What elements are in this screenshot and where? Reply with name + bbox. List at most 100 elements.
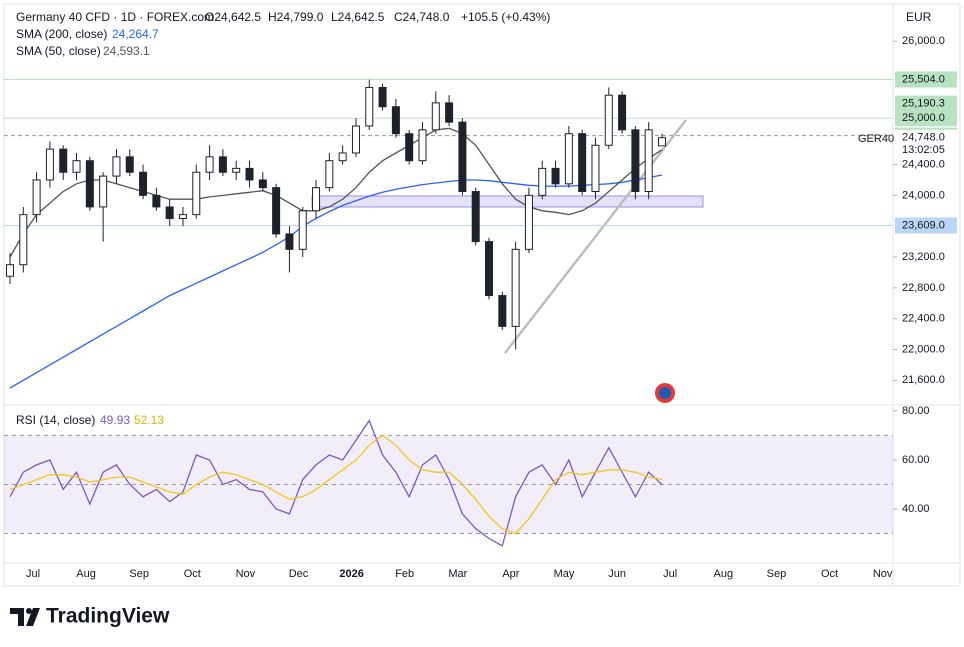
- x-tick-label: Nov: [873, 568, 893, 580]
- candle-body: [578, 133, 587, 193]
- rsi-ma-value: 52.13: [134, 413, 164, 427]
- x-tick-label: Apr: [502, 568, 519, 580]
- candle-body: [125, 156, 134, 173]
- x-tick-label: Aug: [76, 568, 96, 580]
- y-tick-label: 21,600.0: [902, 374, 945, 386]
- rsi-tick-label: 80.00: [902, 405, 930, 417]
- candle-body: [511, 248, 520, 327]
- candle-body: [285, 233, 294, 250]
- price-label-bg: [895, 95, 957, 112]
- y-tick-label: 24,000.0: [902, 189, 945, 201]
- x-tick-label: Jun: [608, 568, 626, 580]
- ohlc-value: L24,642.5: [331, 10, 385, 24]
- candle-body: [391, 106, 400, 135]
- candle-body: [272, 187, 281, 235]
- price-label-bg: [895, 217, 957, 234]
- candle-body: [325, 160, 334, 189]
- price-label: 25,000.0: [902, 112, 945, 124]
- y-tick-label: 22,000.0: [902, 343, 945, 355]
- x-tick-label: 2026: [339, 568, 363, 580]
- candle-body: [538, 167, 547, 196]
- candle-body: [618, 94, 627, 131]
- candle-body: [644, 129, 653, 193]
- x-tick-label: Dec: [289, 568, 309, 580]
- candle-body: [245, 167, 254, 181]
- plot-layer: 26,000.0 24,400.0 24,000.0 23,200.0 22,800.0…: [4, 35, 957, 580]
- ohlc-value: +105.5 (+0.43%): [461, 10, 550, 24]
- candle-body: [378, 86, 387, 108]
- candle-body: [139, 171, 148, 196]
- ohlc-value: H24,799.0: [268, 10, 324, 24]
- candle-body: [45, 148, 54, 181]
- candle-body: [604, 94, 613, 146]
- candle-body: [312, 187, 321, 212]
- candle-body: [405, 133, 414, 162]
- candle-body: [591, 144, 600, 193]
- candle-body: [59, 148, 68, 173]
- candle-body: [192, 171, 201, 216]
- candle-body: [218, 156, 227, 173]
- x-tick-label: Aug: [714, 568, 734, 580]
- rsi-line: [9, 434, 663, 535]
- ohlc-value: C24,748.0: [394, 10, 450, 24]
- price-label-bg: [895, 129, 957, 146]
- candle-body: [418, 129, 427, 162]
- sma200-name: SMA (200, close): [16, 27, 107, 41]
- candle-body: [165, 206, 174, 219]
- rsi-line: [9, 419, 663, 547]
- x-tick-label: May: [554, 568, 575, 580]
- sma50-value: 24,593.1: [103, 44, 150, 58]
- rsi-title: RSI (14, close): [16, 413, 95, 427]
- x-tick-label: Oct: [184, 568, 201, 580]
- candle-body: [351, 125, 360, 154]
- sma-line: [9, 127, 663, 258]
- sma200-value: 24,264.7: [112, 27, 159, 41]
- y-tick-label: 24,400.0: [902, 158, 945, 170]
- candle-body: [658, 137, 666, 147]
- candle-body: [19, 214, 28, 266]
- candle-body: [6, 264, 14, 277]
- candle-body: [258, 179, 267, 189]
- ohlc-value: O24,642.5: [205, 10, 261, 24]
- trendline: [504, 119, 687, 354]
- candle-body: [338, 152, 347, 162]
- y-tick-label: 23,200.0: [902, 251, 945, 263]
- candle-body: [524, 194, 533, 250]
- candle-body: [498, 295, 507, 327]
- x-tick-label: Oct: [821, 568, 838, 580]
- symbol-label: GER40: [858, 133, 894, 145]
- candle-body: [178, 214, 187, 219]
- support-zone: [311, 195, 704, 208]
- candle-body: [112, 156, 121, 177]
- rsi-value: 49.93: [100, 413, 130, 427]
- x-tick-label: Sep: [129, 568, 149, 580]
- sma50-name: SMA (50, close): [16, 44, 101, 58]
- candle-body: [485, 241, 494, 297]
- y-tick-label: 22,400.0: [902, 313, 945, 325]
- candle-body: [232, 167, 241, 173]
- candle-body: [564, 133, 573, 185]
- candle-body: [72, 160, 81, 173]
- price-label: 23,609.0: [902, 219, 945, 231]
- x-tick-label: Mar: [448, 568, 467, 580]
- price-label-bg: [895, 110, 957, 127]
- countdown: 13:02:05: [902, 144, 945, 156]
- candle-body: [458, 121, 467, 193]
- rsi-band-fill: [4, 435, 893, 534]
- brand-name: TradingView: [46, 605, 170, 628]
- y-tick-label: 26,000.0: [902, 35, 945, 47]
- candle-body: [99, 175, 108, 208]
- rsi-tick-label: 60.00: [902, 454, 930, 466]
- candle-body: [298, 210, 307, 250]
- candle-body: [471, 191, 480, 243]
- y-tick-label: 22,800.0: [902, 282, 945, 294]
- x-tick-label: Nov: [236, 568, 256, 580]
- rsi-tick-label: 40.00: [902, 503, 930, 515]
- chart-title: Germany 40 CFD · 1D · FOREX.com: [16, 10, 214, 24]
- candle-body: [152, 194, 161, 208]
- price-label: 25,190.3: [902, 98, 945, 110]
- x-tick-label: Jul: [663, 568, 677, 580]
- candle-body: [445, 102, 454, 123]
- candle-body: [365, 86, 374, 127]
- currency: EUR: [906, 10, 932, 24]
